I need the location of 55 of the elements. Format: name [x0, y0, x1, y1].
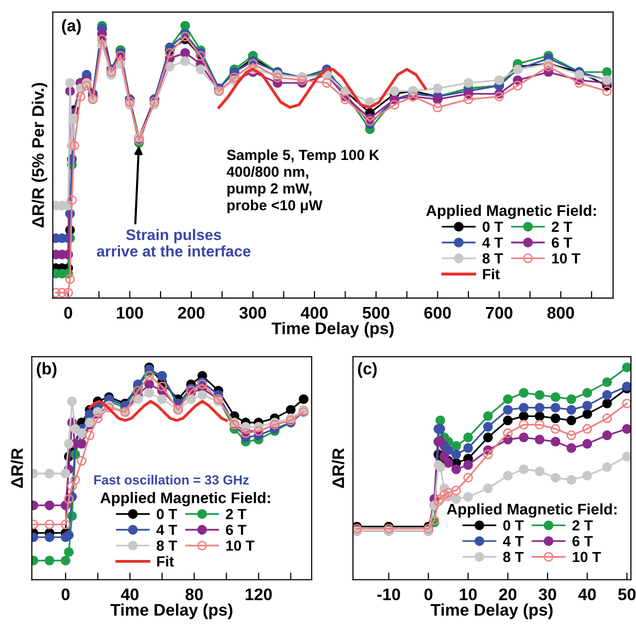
legend-label: 0 T — [156, 508, 178, 520]
legend-title: Applied Magnetic Field: — [446, 503, 616, 518]
x-tick-label: 40 — [120, 588, 138, 600]
x-tick-label: 80 — [185, 588, 203, 600]
x-tick-label: 0 — [424, 588, 432, 600]
annotation: Strain pulses arrive at the interface — [96, 228, 250, 257]
y-axis-title: ΔR/R — [10, 448, 24, 488]
x-tick-label: 50 — [618, 588, 636, 600]
legend-label: 2 T — [572, 520, 593, 530]
legend-label: 4 T — [502, 536, 524, 546]
x-tick-label: 10 — [460, 588, 477, 600]
x-tick-label: 700 — [486, 306, 512, 319]
annotation: Sample 5, Temp 100 K 400/800 nm, pump 2 mW, probe <10 μW — [226, 149, 380, 214]
x-axis-title: Time Delay (ps) — [430, 604, 553, 620]
legend-label: 6 T — [552, 237, 572, 248]
legend-label: 4 T — [482, 238, 503, 248]
x-tick-label: -10 — [377, 588, 400, 600]
x-tick-label: 400 — [300, 306, 328, 319]
x-tick-label: 800 — [547, 306, 574, 319]
x-tick-label: 40 — [578, 588, 596, 600]
legend-label: 10 T — [552, 253, 580, 264]
legend-label: 0 T — [482, 222, 503, 232]
legend-label: 8 T — [503, 552, 524, 562]
x-tick-label: 100 — [116, 306, 143, 319]
legend-label: 6 T — [226, 524, 246, 536]
y-axis-title: ΔR/R — [332, 448, 344, 488]
x-axis-title: Time Delay (ps) — [110, 604, 232, 620]
legend-label: 8 T — [482, 253, 503, 264]
legend-label: 2 T — [552, 222, 572, 232]
x-tick-label: 120 — [246, 588, 272, 600]
legend-label: 10 T — [572, 552, 601, 562]
x-tick-label: 200 — [178, 306, 205, 319]
x-tick-label: 0 — [64, 306, 72, 319]
legend-label: 2 T — [226, 508, 246, 520]
legend-label: 6 T — [572, 536, 593, 546]
annotation: Fast oscillation = 33 GHz — [94, 474, 249, 485]
legend-label: 0 T — [503, 520, 524, 531]
y-axis-title: ΔR/R (5% Per Div.) — [32, 82, 48, 228]
x-tick-label: 30 — [538, 588, 556, 600]
chart-title: (b) — [36, 362, 56, 378]
chart-title: (c) — [358, 362, 377, 378]
legend-title: Applied Magnetic Field: — [100, 492, 270, 506]
legend-label: 10 T — [226, 540, 254, 551]
legend-label: Fit — [157, 556, 174, 567]
x-tick-label: 500 — [362, 306, 390, 319]
legend-label: 8 T — [156, 540, 178, 551]
x-tick-label: 600 — [424, 306, 451, 319]
chart-title: (a) — [62, 19, 81, 35]
x-tick-label: 20 — [499, 588, 516, 600]
x-axis-title: Time Delay (ps) — [272, 322, 394, 338]
legend-label: Fit — [483, 268, 500, 280]
x-tick-label: 0 — [62, 588, 70, 600]
legend-title: Applied Magnetic Field: — [426, 204, 596, 220]
legend-label: 4 T — [156, 524, 178, 535]
x-tick-label: 300 — [239, 306, 266, 319]
